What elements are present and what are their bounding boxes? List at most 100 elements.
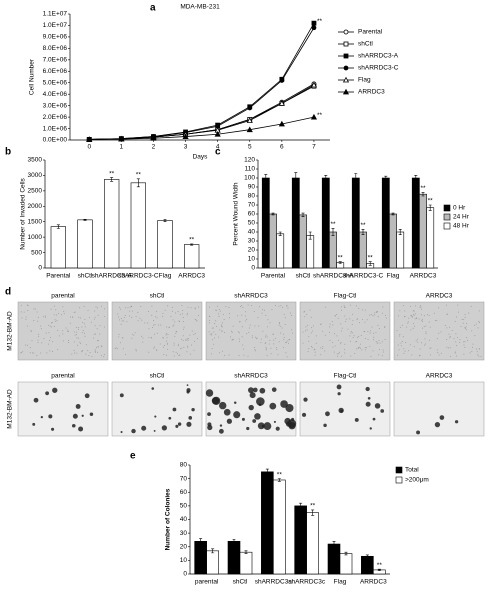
cell xyxy=(72,413,78,419)
cell xyxy=(162,312,164,314)
cell xyxy=(43,338,45,340)
cell xyxy=(182,321,184,323)
cell xyxy=(53,326,55,328)
marker xyxy=(343,65,349,71)
error-bar xyxy=(332,541,336,548)
cell xyxy=(419,306,421,308)
cell xyxy=(274,337,276,339)
cell xyxy=(131,337,133,339)
cell xyxy=(162,336,164,338)
marker xyxy=(278,100,285,106)
y-tick-label: 4.0E+06 xyxy=(43,91,68,98)
cell xyxy=(449,337,451,339)
annotation: ** xyxy=(338,254,344,261)
cell xyxy=(461,318,463,320)
cell xyxy=(265,342,267,344)
cell xyxy=(181,347,183,349)
cell xyxy=(282,307,284,309)
cell xyxy=(419,305,421,307)
cell xyxy=(450,355,452,357)
cell xyxy=(411,315,413,317)
cell xyxy=(409,344,411,346)
cell xyxy=(208,331,210,333)
cell xyxy=(173,324,175,326)
cell xyxy=(153,333,155,335)
cell xyxy=(99,325,101,327)
cell xyxy=(309,309,311,311)
marker xyxy=(278,120,285,127)
cell xyxy=(414,318,416,320)
marker xyxy=(343,53,349,59)
panel-label: c xyxy=(215,147,221,158)
cell xyxy=(377,311,379,313)
cell xyxy=(99,333,101,335)
cell xyxy=(26,344,28,346)
y-tick-label: 80 xyxy=(180,462,188,469)
cell xyxy=(262,309,264,311)
cell xyxy=(284,417,291,425)
bar xyxy=(291,177,300,269)
cell xyxy=(304,316,306,318)
cell xyxy=(332,324,334,326)
annotation: ** xyxy=(277,471,283,478)
cell xyxy=(172,319,174,321)
cell xyxy=(170,316,172,318)
cell xyxy=(268,343,270,345)
cell xyxy=(365,401,371,407)
cell xyxy=(151,305,153,307)
cell xyxy=(279,322,281,324)
x-tick-label: 5 xyxy=(248,144,252,151)
cell xyxy=(355,305,357,307)
cell xyxy=(434,422,441,428)
y-tick-label: 20 xyxy=(180,543,188,550)
cell xyxy=(365,386,370,392)
cell xyxy=(140,305,142,307)
cell xyxy=(416,430,421,435)
cell xyxy=(104,315,106,317)
cell xyxy=(159,343,161,345)
cell xyxy=(451,329,453,331)
cell xyxy=(50,308,52,310)
cell xyxy=(367,338,369,340)
cell xyxy=(314,351,316,353)
cell xyxy=(20,304,22,306)
cell xyxy=(256,397,265,406)
cell xyxy=(350,331,352,333)
cell xyxy=(455,341,457,343)
cell xyxy=(84,318,86,320)
cell xyxy=(233,411,241,419)
cell xyxy=(247,387,254,394)
y-tick-label: 1.0E+07 xyxy=(43,22,68,29)
cell xyxy=(321,330,323,332)
cell xyxy=(62,340,64,342)
y-tick-label: 40 xyxy=(180,516,188,523)
cell xyxy=(177,353,179,355)
cell xyxy=(241,336,243,338)
cell xyxy=(315,342,317,344)
cell xyxy=(480,356,482,358)
cell xyxy=(246,426,250,431)
cell xyxy=(166,326,168,328)
marker xyxy=(342,76,350,83)
cell xyxy=(468,312,470,314)
cell xyxy=(292,332,294,334)
cell xyxy=(356,348,358,350)
cell xyxy=(174,312,176,314)
cell xyxy=(208,319,210,321)
cell xyxy=(285,403,294,413)
y-tick-label: 60 xyxy=(248,211,256,218)
panel-label: a xyxy=(150,3,156,14)
cell xyxy=(92,337,94,339)
cell xyxy=(259,306,261,308)
marker xyxy=(150,135,157,141)
error-bar xyxy=(199,538,203,545)
cell xyxy=(271,387,277,392)
cell xyxy=(186,351,188,353)
cell xyxy=(422,320,424,322)
bar xyxy=(411,177,420,269)
cell xyxy=(366,347,368,349)
cell xyxy=(94,310,96,312)
cell xyxy=(156,317,158,319)
cell xyxy=(27,325,29,327)
